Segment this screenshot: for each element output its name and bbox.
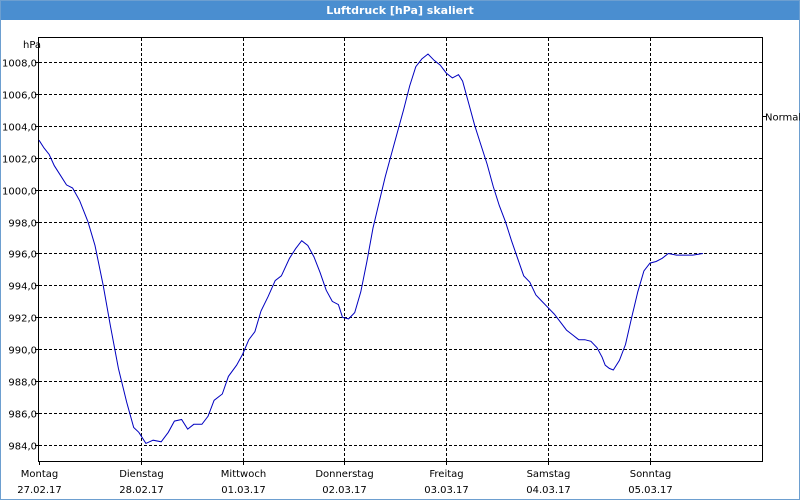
y-tick-label: 996,0 bbox=[8, 250, 37, 261]
y-tick-label: 992,0 bbox=[8, 314, 37, 325]
y-axis-ticks: 984,0 986,0 988,0 990,0 992,0 994,0 996,0 998,0… bbox=[2, 59, 39, 453]
x-tick-date-label: 04.03.17 bbox=[526, 485, 571, 496]
y-tick-label: 1006,0 bbox=[2, 91, 37, 102]
reference-line-label: Normal bbox=[765, 113, 800, 124]
y-tick-label: 1000,0 bbox=[2, 187, 37, 198]
y-tick-label: 1004,0 bbox=[2, 123, 37, 134]
x-tick-day-label: Donnerstag bbox=[315, 469, 373, 480]
plot-area-border bbox=[38, 37, 763, 462]
x-tick-date-label: 02.03.17 bbox=[322, 485, 367, 496]
pressure-series-line bbox=[38, 53, 703, 445]
y-tick-label: 984,0 bbox=[8, 442, 37, 453]
x-tick-date-label: 28.02.17 bbox=[119, 485, 164, 496]
grid-lines bbox=[39, 38, 762, 461]
y-tick-label: 990,0 bbox=[8, 346, 37, 357]
reference-line-group: Normal bbox=[762, 113, 800, 124]
y-tick-label: 994,0 bbox=[8, 282, 37, 293]
x-tick-day-label: Dienstag bbox=[119, 469, 164, 480]
x-tick-day-label: Montag bbox=[21, 469, 58, 480]
chart-title: Luftdruck [hPa] skaliert bbox=[1, 1, 799, 20]
x-tick-date-label: 05.03.17 bbox=[628, 485, 673, 496]
y-tick-label: 1002,0 bbox=[2, 155, 37, 166]
x-tick-day-label: Samstag bbox=[527, 469, 571, 480]
x-tick-day-label: Sonntag bbox=[630, 469, 672, 480]
x-tick-day-label: Mittwoch bbox=[221, 469, 266, 480]
x-tick-day-label: Freitag bbox=[429, 469, 463, 480]
x-tick-date-label: 03.03.17 bbox=[424, 485, 469, 496]
y-tick-label: 998,0 bbox=[8, 219, 37, 230]
y-tick-label: 988,0 bbox=[8, 378, 37, 389]
x-tick-date-label: 01.03.17 bbox=[221, 485, 266, 496]
y-axis-unit-label: hPa bbox=[23, 40, 41, 51]
y-tick-label: 1008,0 bbox=[2, 59, 37, 70]
x-tick-date-label: 27.02.17 bbox=[17, 485, 62, 496]
y-tick-label: 986,0 bbox=[8, 410, 37, 421]
x-axis-ticks: Montag 27.02.17 Dienstag 28.02.17 Mittwoch 01… bbox=[17, 461, 673, 496]
